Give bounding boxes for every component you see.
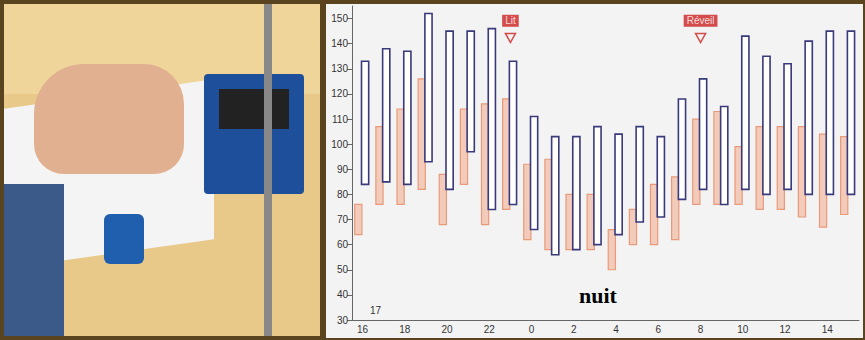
svg-text:70: 70 [337, 214, 349, 225]
svg-text:8: 8 [698, 324, 704, 335]
svg-text:90: 90 [337, 164, 349, 175]
svg-text:110: 110 [332, 114, 348, 125]
svg-text:150: 150 [331, 13, 348, 24]
svg-text:17: 17 [370, 305, 382, 316]
svg-text:nuit: nuit [579, 283, 618, 308]
svg-text:18: 18 [399, 324, 411, 335]
svg-text:Lit: Lit [505, 15, 516, 26]
svg-text:80: 80 [337, 189, 349, 200]
svg-text:6: 6 [656, 324, 662, 335]
svg-text:10: 10 [737, 324, 749, 335]
svg-text:100: 100 [331, 139, 348, 150]
svg-text:16: 16 [357, 324, 369, 335]
svg-text:40: 40 [337, 289, 349, 300]
svg-text:50: 50 [337, 264, 349, 275]
svg-text:2: 2 [571, 324, 577, 335]
svg-text:Réveil: Réveil [687, 15, 715, 26]
svg-text:120: 120 [331, 88, 348, 99]
svg-text:140: 140 [331, 38, 348, 49]
svg-text:22: 22 [484, 324, 496, 335]
svg-text:60: 60 [337, 239, 349, 250]
svg-text:0: 0 [529, 324, 535, 335]
svg-text:20: 20 [442, 324, 454, 335]
svg-text:14: 14 [822, 324, 834, 335]
svg-text:4: 4 [613, 324, 619, 335]
svg-text:30: 30 [337, 315, 349, 326]
svg-text:130: 130 [331, 63, 348, 74]
svg-text:12: 12 [780, 324, 792, 335]
